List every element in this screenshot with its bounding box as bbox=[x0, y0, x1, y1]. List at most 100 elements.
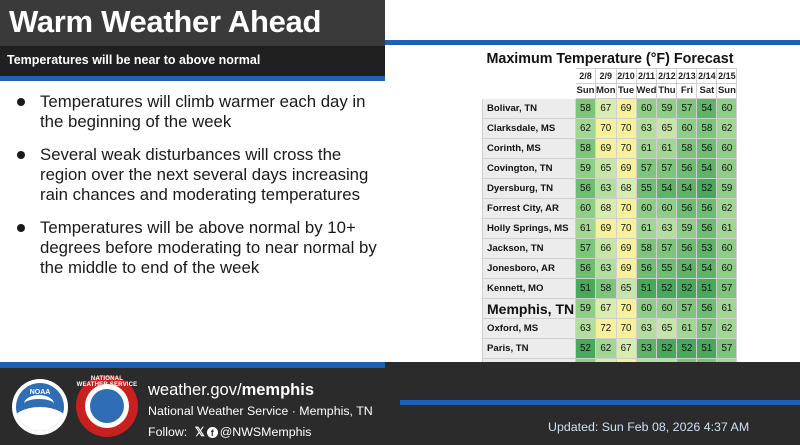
temperature-cell: 60 bbox=[716, 98, 738, 119]
temperature-cell: 60 bbox=[716, 258, 738, 279]
table-row: Paris, TN 52 62 67 53 52 52 51 57 bbox=[482, 338, 738, 359]
temperature-cell: 56 bbox=[635, 258, 658, 279]
temperature-cell: 57 bbox=[716, 338, 738, 359]
temperature-cell: 60 bbox=[716, 238, 738, 259]
temperature-cell: 52 bbox=[676, 278, 698, 299]
bullet-text: Several weak disturbances will cross the… bbox=[40, 145, 369, 204]
temperature-cell: 68 bbox=[595, 198, 617, 219]
city-label: Holly Springs, MS bbox=[482, 218, 576, 239]
table-row: Corinth, MS 58 69 70 61 61 58 56 60 bbox=[482, 138, 738, 159]
city-label: Forrest City, AR bbox=[482, 198, 576, 219]
day-header: Sun bbox=[575, 83, 596, 99]
forecast-table-body: Bolivar, TN 58 67 69 60 59 57 54 60 Clarksdale, M… bbox=[482, 98, 738, 419]
website-link[interactable]: weather.gov/memphis bbox=[148, 381, 314, 400]
temperature-cell: 72 bbox=[595, 318, 617, 339]
city-label: Dyersburg, TN bbox=[482, 178, 576, 199]
day-header-row: Sun Mon Tue Wed Thu Fri Sat Sun bbox=[482, 83, 738, 99]
temperature-cell: 58 bbox=[595, 278, 617, 299]
temperature-cell: 58 bbox=[676, 138, 698, 159]
temperature-cell: 69 bbox=[595, 138, 617, 159]
date-header-row: 2/8 2/9 2/10 2/11 2/12 2/13 2/14 2/15 bbox=[482, 68, 738, 84]
temperature-cell: 67 bbox=[595, 98, 617, 119]
temperature-cell: 57 bbox=[676, 298, 698, 319]
bullet-item: Several weak disturbances will cross the… bbox=[14, 145, 379, 205]
temperature-cell: 59 bbox=[656, 98, 678, 119]
temperature-cell: 56 bbox=[575, 178, 596, 199]
temperature-cell: 59 bbox=[716, 178, 738, 199]
table-row: Memphis, TN 59 67 70 60 60 57 56 61 bbox=[482, 298, 738, 319]
city-label: Jonesboro, AR bbox=[482, 258, 576, 279]
bullet-list: Temperatures will climb warmer each day … bbox=[14, 92, 379, 291]
temperature-cell: 56 bbox=[676, 158, 698, 179]
temperature-cell: 61 bbox=[676, 318, 698, 339]
temperature-cell: 68 bbox=[615, 178, 637, 199]
day-header: Thu bbox=[656, 83, 678, 99]
bullet-dot-icon bbox=[17, 98, 25, 106]
temperature-cell: 61 bbox=[716, 218, 738, 239]
page-subtitle: Temperatures will be near to above norma… bbox=[7, 53, 261, 67]
forecast-table: 2/8 2/9 2/10 2/11 2/12 2/13 2/14 2/15 Su… bbox=[482, 68, 738, 419]
table-row: Jackson, TN 57 66 69 58 57 56 53 60 bbox=[482, 238, 738, 259]
city-label: Covington, TN bbox=[482, 158, 576, 179]
date-header: 2/9 bbox=[595, 68, 617, 84]
temperature-cell: 61 bbox=[635, 138, 658, 159]
temperature-cell: 54 bbox=[696, 98, 718, 119]
temperature-cell: 59 bbox=[575, 158, 596, 179]
temperature-cell: 60 bbox=[716, 138, 738, 159]
temperature-cell: 62 bbox=[716, 198, 738, 219]
bullet-text: Temperatures will climb warmer each day … bbox=[40, 92, 366, 131]
temperature-cell: 62 bbox=[595, 338, 617, 359]
day-header: Sun bbox=[716, 83, 738, 99]
temperature-cell: 63 bbox=[595, 258, 617, 279]
temperature-cell: 61 bbox=[635, 218, 658, 239]
website-prefix: weather.gov/ bbox=[148, 381, 242, 399]
temperature-cell: 53 bbox=[635, 338, 658, 359]
temperature-cell: 63 bbox=[656, 218, 678, 239]
temperature-cell: 60 bbox=[635, 198, 658, 219]
social-handle[interactable]: @NWSMemphis bbox=[219, 425, 312, 439]
noaa-emblem-icon: NOAA bbox=[16, 383, 64, 431]
temperature-cell: 63 bbox=[595, 178, 617, 199]
noaa-logo-text: NOAA bbox=[29, 389, 51, 396]
temperature-cell: 59 bbox=[676, 218, 698, 239]
temperature-cell: 56 bbox=[676, 238, 698, 259]
city-label: Bolivar, TN bbox=[482, 98, 576, 119]
day-header: Sat bbox=[696, 83, 718, 99]
temperature-cell: 63 bbox=[635, 118, 658, 139]
temperature-cell: 56 bbox=[696, 218, 718, 239]
temperature-cell: 70 bbox=[615, 298, 637, 319]
date-header: 2/11 bbox=[635, 68, 658, 84]
temperature-cell: 69 bbox=[615, 158, 637, 179]
temperature-cell: 56 bbox=[676, 198, 698, 219]
temperature-cell: 57 bbox=[676, 98, 698, 119]
temperature-cell: 61 bbox=[716, 298, 738, 319]
city-label: Oxford, MS bbox=[482, 318, 576, 339]
temperature-cell: 51 bbox=[696, 278, 718, 299]
date-header: 2/10 bbox=[615, 68, 637, 84]
day-header: Fri bbox=[676, 83, 698, 99]
day-header: Tue bbox=[615, 83, 637, 99]
facebook-icon[interactable]: f bbox=[206, 427, 218, 439]
updated-timestamp: Updated: Sun Feb 08, 2026 4:37 AM bbox=[548, 420, 750, 434]
follow-label: Follow: bbox=[148, 425, 188, 439]
city-label: Clarksdale, MS bbox=[482, 118, 576, 139]
temperature-cell: 54 bbox=[656, 178, 678, 199]
table-row: Jonesboro, AR 56 63 69 56 55 54 54 60 bbox=[482, 258, 738, 279]
nws-emblem-icon bbox=[85, 384, 129, 428]
website-office: memphis bbox=[241, 381, 314, 399]
day-header: Wed bbox=[635, 83, 658, 99]
accent-divider bbox=[0, 76, 385, 81]
temperature-cell: 60 bbox=[635, 98, 658, 119]
temperature-cell: 54 bbox=[676, 258, 698, 279]
temperature-cell: 58 bbox=[575, 98, 596, 119]
x-icon[interactable]: 𝕏 bbox=[194, 425, 205, 439]
temperature-cell: 70 bbox=[615, 318, 637, 339]
temperature-cell: 60 bbox=[635, 298, 658, 319]
temperature-cell: 57 bbox=[575, 238, 596, 259]
temperature-cell: 56 bbox=[696, 198, 718, 219]
temperature-cell: 61 bbox=[656, 138, 678, 159]
temperature-cell: 69 bbox=[615, 238, 637, 259]
date-header: 2/8 bbox=[575, 68, 596, 84]
temperature-cell: 51 bbox=[635, 278, 658, 299]
